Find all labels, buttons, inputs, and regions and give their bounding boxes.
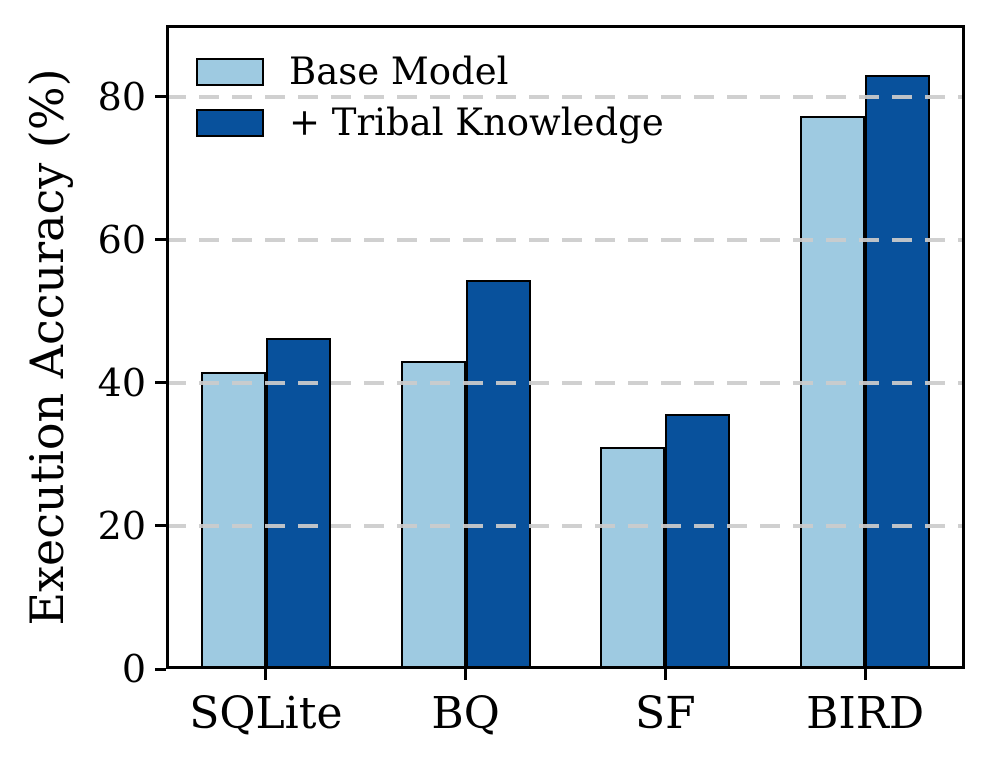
- legend-item-base-model: Base Model: [196, 50, 664, 93]
- gridline-y20: [166, 524, 965, 528]
- bar-bq-tribal: [465, 280, 531, 669]
- legend-label-tribal-knowledge: + Tribal Knowledge: [289, 101, 664, 144]
- y-tick-label: 80: [97, 74, 146, 119]
- y-tick-label: 60: [97, 217, 146, 262]
- x-tick-label-bq: BQ: [431, 688, 500, 739]
- legend-swatch-base-model: [196, 58, 264, 86]
- gridline-y40: [166, 381, 965, 385]
- gridline-y80: [166, 95, 965, 99]
- legend-swatch-tribal-knowledge: [196, 109, 264, 137]
- y-tick-mark: [155, 524, 166, 528]
- legend-label-base-model: Base Model: [289, 50, 509, 93]
- x-tick-label-bird: BIRD: [806, 688, 925, 739]
- x-tick-label-sf: SF: [635, 688, 696, 739]
- bar-sqlite-tribal: [265, 337, 331, 669]
- x-tick-mark: [663, 669, 667, 680]
- x-tick-mark: [464, 669, 468, 680]
- x-tick-mark: [264, 669, 268, 680]
- x-tick-mark: [863, 669, 867, 680]
- legend: Base Model + Tribal Knowledge: [196, 50, 664, 144]
- bar-bird-tribal: [865, 75, 931, 669]
- bar-sqlite-base: [200, 372, 266, 669]
- bar-sf-tribal: [665, 414, 731, 669]
- bar-bq-base: [400, 361, 466, 669]
- y-tick-mark: [155, 238, 166, 242]
- y-tick-label: 0: [121, 647, 146, 691]
- y-tick-mark: [155, 667, 166, 671]
- y-tick-mark: [155, 381, 166, 385]
- bar-bird-base: [800, 115, 866, 669]
- y-tick-label: 40: [97, 360, 146, 405]
- plot-area: Base Model + Tribal Knowledge: [166, 25, 965, 669]
- legend-item-tribal-knowledge: + Tribal Knowledge: [196, 101, 664, 144]
- bar-sf-base: [600, 447, 666, 669]
- y-tick-label: 20: [97, 503, 146, 548]
- y-tick-mark: [155, 95, 166, 99]
- x-tick-label-sqlite: SQLite: [189, 688, 343, 739]
- gridline-y60: [166, 238, 965, 242]
